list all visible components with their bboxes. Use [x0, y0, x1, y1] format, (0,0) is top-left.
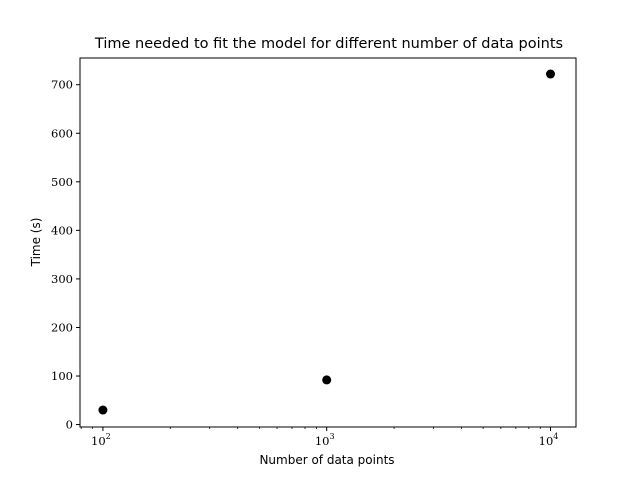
x-axis-ticks: 102 103 104 [91, 427, 558, 448]
chart-title: Time needed to fit the model for differe… [94, 36, 563, 52]
y-tick-label: 600 [51, 126, 73, 140]
data-points [98, 69, 556, 415]
y-tick-label: 0 [66, 418, 73, 432]
x-tick-label: 103 [315, 432, 335, 448]
y-tick-label: 500 [51, 175, 73, 189]
data-point [546, 69, 556, 79]
y-tick-label: 400 [51, 223, 73, 237]
x-tick-label: 102 [91, 432, 111, 448]
x-tick-base: 10 [539, 434, 554, 448]
x-tick-exponent: 4 [553, 432, 558, 441]
x-tick-exponent: 3 [329, 432, 334, 441]
y-tick-label: 300 [51, 272, 73, 286]
x-tick-base: 10 [315, 434, 330, 448]
y-tick-label: 200 [51, 320, 73, 334]
x-tick-exponent: 2 [106, 432, 111, 441]
y-tick-label: 100 [51, 369, 73, 383]
x-tick-label: 104 [539, 432, 559, 448]
y-axis-label: Time (s) [29, 218, 43, 268]
y-tick-label: 700 [51, 78, 73, 92]
y-axis-ticks: 0 100 200 300 400 500 600 700 [51, 78, 80, 432]
data-point [322, 375, 332, 385]
x-axis-label: Number of data points [259, 453, 394, 467]
x-tick-base: 10 [91, 434, 106, 448]
plot-frame [79, 57, 577, 428]
data-point [98, 405, 108, 415]
